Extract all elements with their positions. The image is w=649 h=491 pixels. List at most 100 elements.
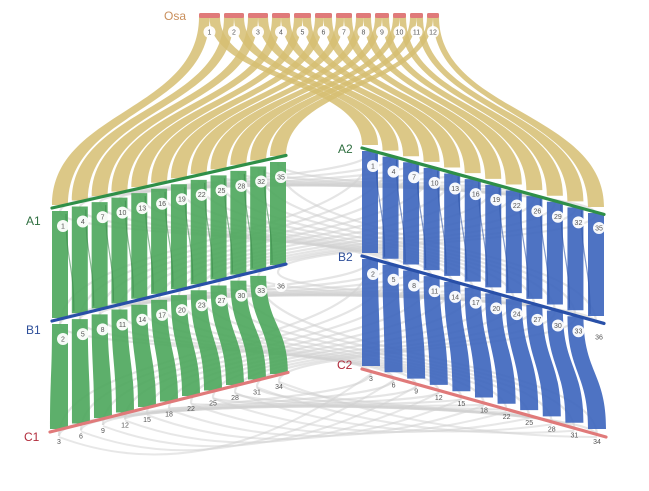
chromosome-number-text: 19 bbox=[492, 197, 500, 204]
chromosome-number-circle bbox=[255, 284, 268, 297]
a1-chromosome-19: 19 bbox=[175, 193, 188, 206]
chromosome-number-circle bbox=[410, 26, 423, 38]
grey-link bbox=[256, 386, 575, 434]
a1-chromosome-13: 13 bbox=[136, 202, 149, 215]
osa-chromosome-bar bbox=[375, 13, 389, 18]
chromosome-number-circle bbox=[116, 206, 129, 219]
osa-chromosome-8: 8 bbox=[357, 26, 370, 38]
b2-chromosome-11: 11 bbox=[428, 285, 441, 298]
c2-chromosome-9: 9 bbox=[414, 389, 418, 396]
chromosome-number-text: 35 bbox=[277, 174, 285, 181]
chromosome-number-circle bbox=[296, 26, 309, 38]
chromosome-number-circle bbox=[215, 184, 228, 197]
c2-chromosome-34: 34 bbox=[593, 439, 601, 446]
c2-label: C2 bbox=[337, 358, 353, 372]
osa-ribbon bbox=[302, 17, 461, 168]
chromosome-number-circle bbox=[235, 179, 248, 192]
chromosome-number-circle bbox=[531, 205, 544, 218]
osa-chromosome-bar bbox=[427, 13, 439, 18]
chromosome-number-text: 8 bbox=[101, 327, 105, 334]
chromosome-number-text: 13 bbox=[451, 186, 459, 193]
osa-ribbon bbox=[382, 17, 543, 191]
b2-label: B2 bbox=[338, 250, 353, 264]
b2-chromosome-27: 27 bbox=[531, 313, 544, 326]
blue-links-layer bbox=[362, 151, 606, 429]
c1-chromosome-row-bar bbox=[48, 370, 290, 434]
chromosome-number-text: 2 bbox=[232, 29, 236, 36]
chromosome-number-circle bbox=[76, 328, 89, 341]
osa-ribbon bbox=[190, 17, 364, 174]
osa-chromosome-3: 3 bbox=[252, 26, 264, 38]
chromosome-number-text: 22 bbox=[513, 203, 521, 210]
blue-ribbon bbox=[444, 281, 471, 392]
blue-ribbon bbox=[588, 213, 604, 316]
blue-ribbon bbox=[403, 270, 426, 379]
c2-chromosome-31: 31 bbox=[571, 433, 579, 440]
blue-ribbon bbox=[423, 167, 440, 271]
blue-ribbon bbox=[382, 264, 403, 373]
a1-chromosome-28: 28 bbox=[235, 179, 248, 192]
a1-chromosome-7: 7 bbox=[96, 211, 109, 224]
chromosome-number-text: 25 bbox=[218, 188, 226, 195]
c1-chromosome-22: 22 bbox=[187, 406, 195, 413]
green-ribbon bbox=[170, 295, 200, 396]
green-ribbon bbox=[210, 175, 227, 280]
chromosome-number-circle bbox=[367, 268, 379, 280]
chromosome-number-circle bbox=[376, 26, 388, 38]
a2-chromosome-32: 32 bbox=[572, 216, 585, 229]
chromosome-number-text: 7 bbox=[101, 214, 105, 221]
blue-ribbon bbox=[382, 156, 399, 259]
a2-chromosome-16: 16 bbox=[469, 188, 482, 201]
b1-label: B1 bbox=[26, 323, 41, 337]
b1-chromosome-33: 33 bbox=[255, 284, 268, 297]
green-ribbon bbox=[210, 285, 244, 385]
b2-chromosome-24: 24 bbox=[510, 308, 523, 321]
a1-chromosome-10: 10 bbox=[116, 206, 129, 219]
chromosome-number-circle bbox=[428, 285, 441, 298]
osa-chromosome-bar bbox=[393, 13, 406, 18]
osa-ribbon bbox=[71, 17, 235, 201]
blue-ribbon bbox=[362, 151, 378, 253]
chromosome-number-text: 17 bbox=[158, 312, 166, 319]
osa-chromosome-5: 5 bbox=[296, 26, 309, 38]
blue-ribbon bbox=[403, 162, 420, 265]
a2-chromosome-10: 10 bbox=[428, 176, 441, 189]
chromosome-number-circle bbox=[156, 308, 169, 321]
chromosome-number-text: 32 bbox=[575, 220, 583, 227]
chromosome-number-text: 23 bbox=[198, 303, 206, 310]
green-ribbon bbox=[250, 166, 267, 270]
osa-chromosome-6: 6 bbox=[317, 26, 330, 38]
chromosome-number-text: 3 bbox=[256, 29, 260, 36]
chromosome-number-circle bbox=[572, 216, 585, 229]
chromosome-number-circle bbox=[449, 290, 462, 303]
chromosome-number-text: 4 bbox=[279, 29, 283, 36]
chromosome-number-text: 13 bbox=[138, 206, 146, 213]
chromosome-number-circle bbox=[510, 199, 523, 212]
chromosome-number-text: 28 bbox=[237, 183, 245, 190]
a1-chromosome-4: 4 bbox=[76, 215, 89, 228]
osa-ribbon bbox=[111, 17, 281, 192]
osa-ribbon bbox=[230, 17, 400, 165]
blue-ribbon bbox=[485, 293, 516, 404]
b2-chromosome-33: 33 bbox=[572, 325, 585, 338]
a2-chromosome-22: 22 bbox=[510, 199, 523, 212]
chromosome-number-text: 5 bbox=[301, 29, 305, 36]
chromosome-number-circle bbox=[469, 296, 482, 309]
a2-chromosome-1: 1 bbox=[367, 160, 379, 172]
osa-chromosome-bar bbox=[248, 13, 268, 18]
b2-chromosome-5: 5 bbox=[387, 273, 400, 286]
chromosome-number-text: 1 bbox=[208, 29, 212, 36]
osa-ribbon bbox=[281, 17, 440, 162]
blue-ribbon bbox=[464, 179, 481, 282]
chromosome-number-text: 20 bbox=[178, 307, 186, 314]
chromosome-number-circle bbox=[175, 304, 188, 317]
c2-chromosome-6: 6 bbox=[392, 382, 396, 389]
chromosome-number-circle bbox=[393, 26, 406, 38]
chromosome-number-circle bbox=[275, 280, 287, 292]
osa-ribbon bbox=[323, 17, 481, 174]
chromosome-number-text: 19 bbox=[178, 197, 186, 204]
blue-ribbon bbox=[444, 173, 461, 276]
chromosome-number-circle bbox=[136, 202, 149, 215]
a1-chromosome-22: 22 bbox=[195, 188, 208, 201]
c1-chromosome-3: 3 bbox=[57, 439, 61, 446]
